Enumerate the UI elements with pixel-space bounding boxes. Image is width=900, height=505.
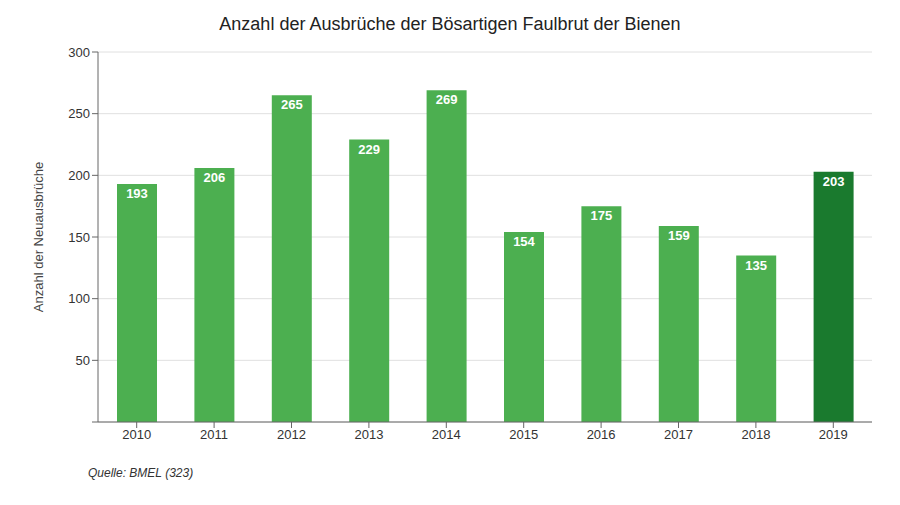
svg-text:2011: 2011 bbox=[200, 427, 228, 442]
svg-text:2018: 2018 bbox=[741, 427, 770, 442]
svg-text:300: 300 bbox=[68, 45, 90, 60]
svg-text:250: 250 bbox=[68, 106, 90, 121]
svg-text:100: 100 bbox=[68, 291, 90, 306]
svg-text:269: 269 bbox=[436, 92, 458, 107]
svg-text:193: 193 bbox=[126, 186, 148, 201]
html-text:Quelle: BMEL (323): Quelle: BMEL (323) bbox=[88, 466, 194, 480]
svg-text:203: 203 bbox=[823, 174, 845, 189]
svg-text:2019: 2019 bbox=[819, 427, 848, 442]
svg-text:2017: 2017 bbox=[664, 427, 693, 442]
svg-text:2016: 2016 bbox=[587, 427, 616, 442]
svg-text:175: 175 bbox=[591, 208, 613, 223]
svg-text:2014: 2014 bbox=[432, 427, 461, 442]
svg-text:265: 265 bbox=[281, 97, 303, 112]
svg-text:229: 229 bbox=[358, 142, 380, 157]
svg-text:2010: 2010 bbox=[122, 427, 151, 442]
svg-text:154: 154 bbox=[513, 234, 535, 249]
svg-text:159: 159 bbox=[668, 228, 690, 243]
svg-text:150: 150 bbox=[68, 230, 90, 245]
svg-text:2015: 2015 bbox=[509, 427, 538, 442]
svg-text:135: 135 bbox=[745, 258, 767, 273]
svg-text:Anzahl der Neuausbrüche: Anzahl der Neuausbrüche bbox=[31, 162, 46, 312]
svg-text:2012: 2012 bbox=[277, 427, 306, 442]
svg-text:2013: 2013 bbox=[354, 427, 383, 442]
svg-text:50: 50 bbox=[76, 353, 90, 368]
html-text:Anzahl der Ausbrüche der Bösar: Anzahl der Ausbrüche der Bösartigen Faul… bbox=[219, 14, 681, 34]
svg-text:206: 206 bbox=[204, 170, 226, 185]
svg-text:200: 200 bbox=[68, 168, 90, 183]
